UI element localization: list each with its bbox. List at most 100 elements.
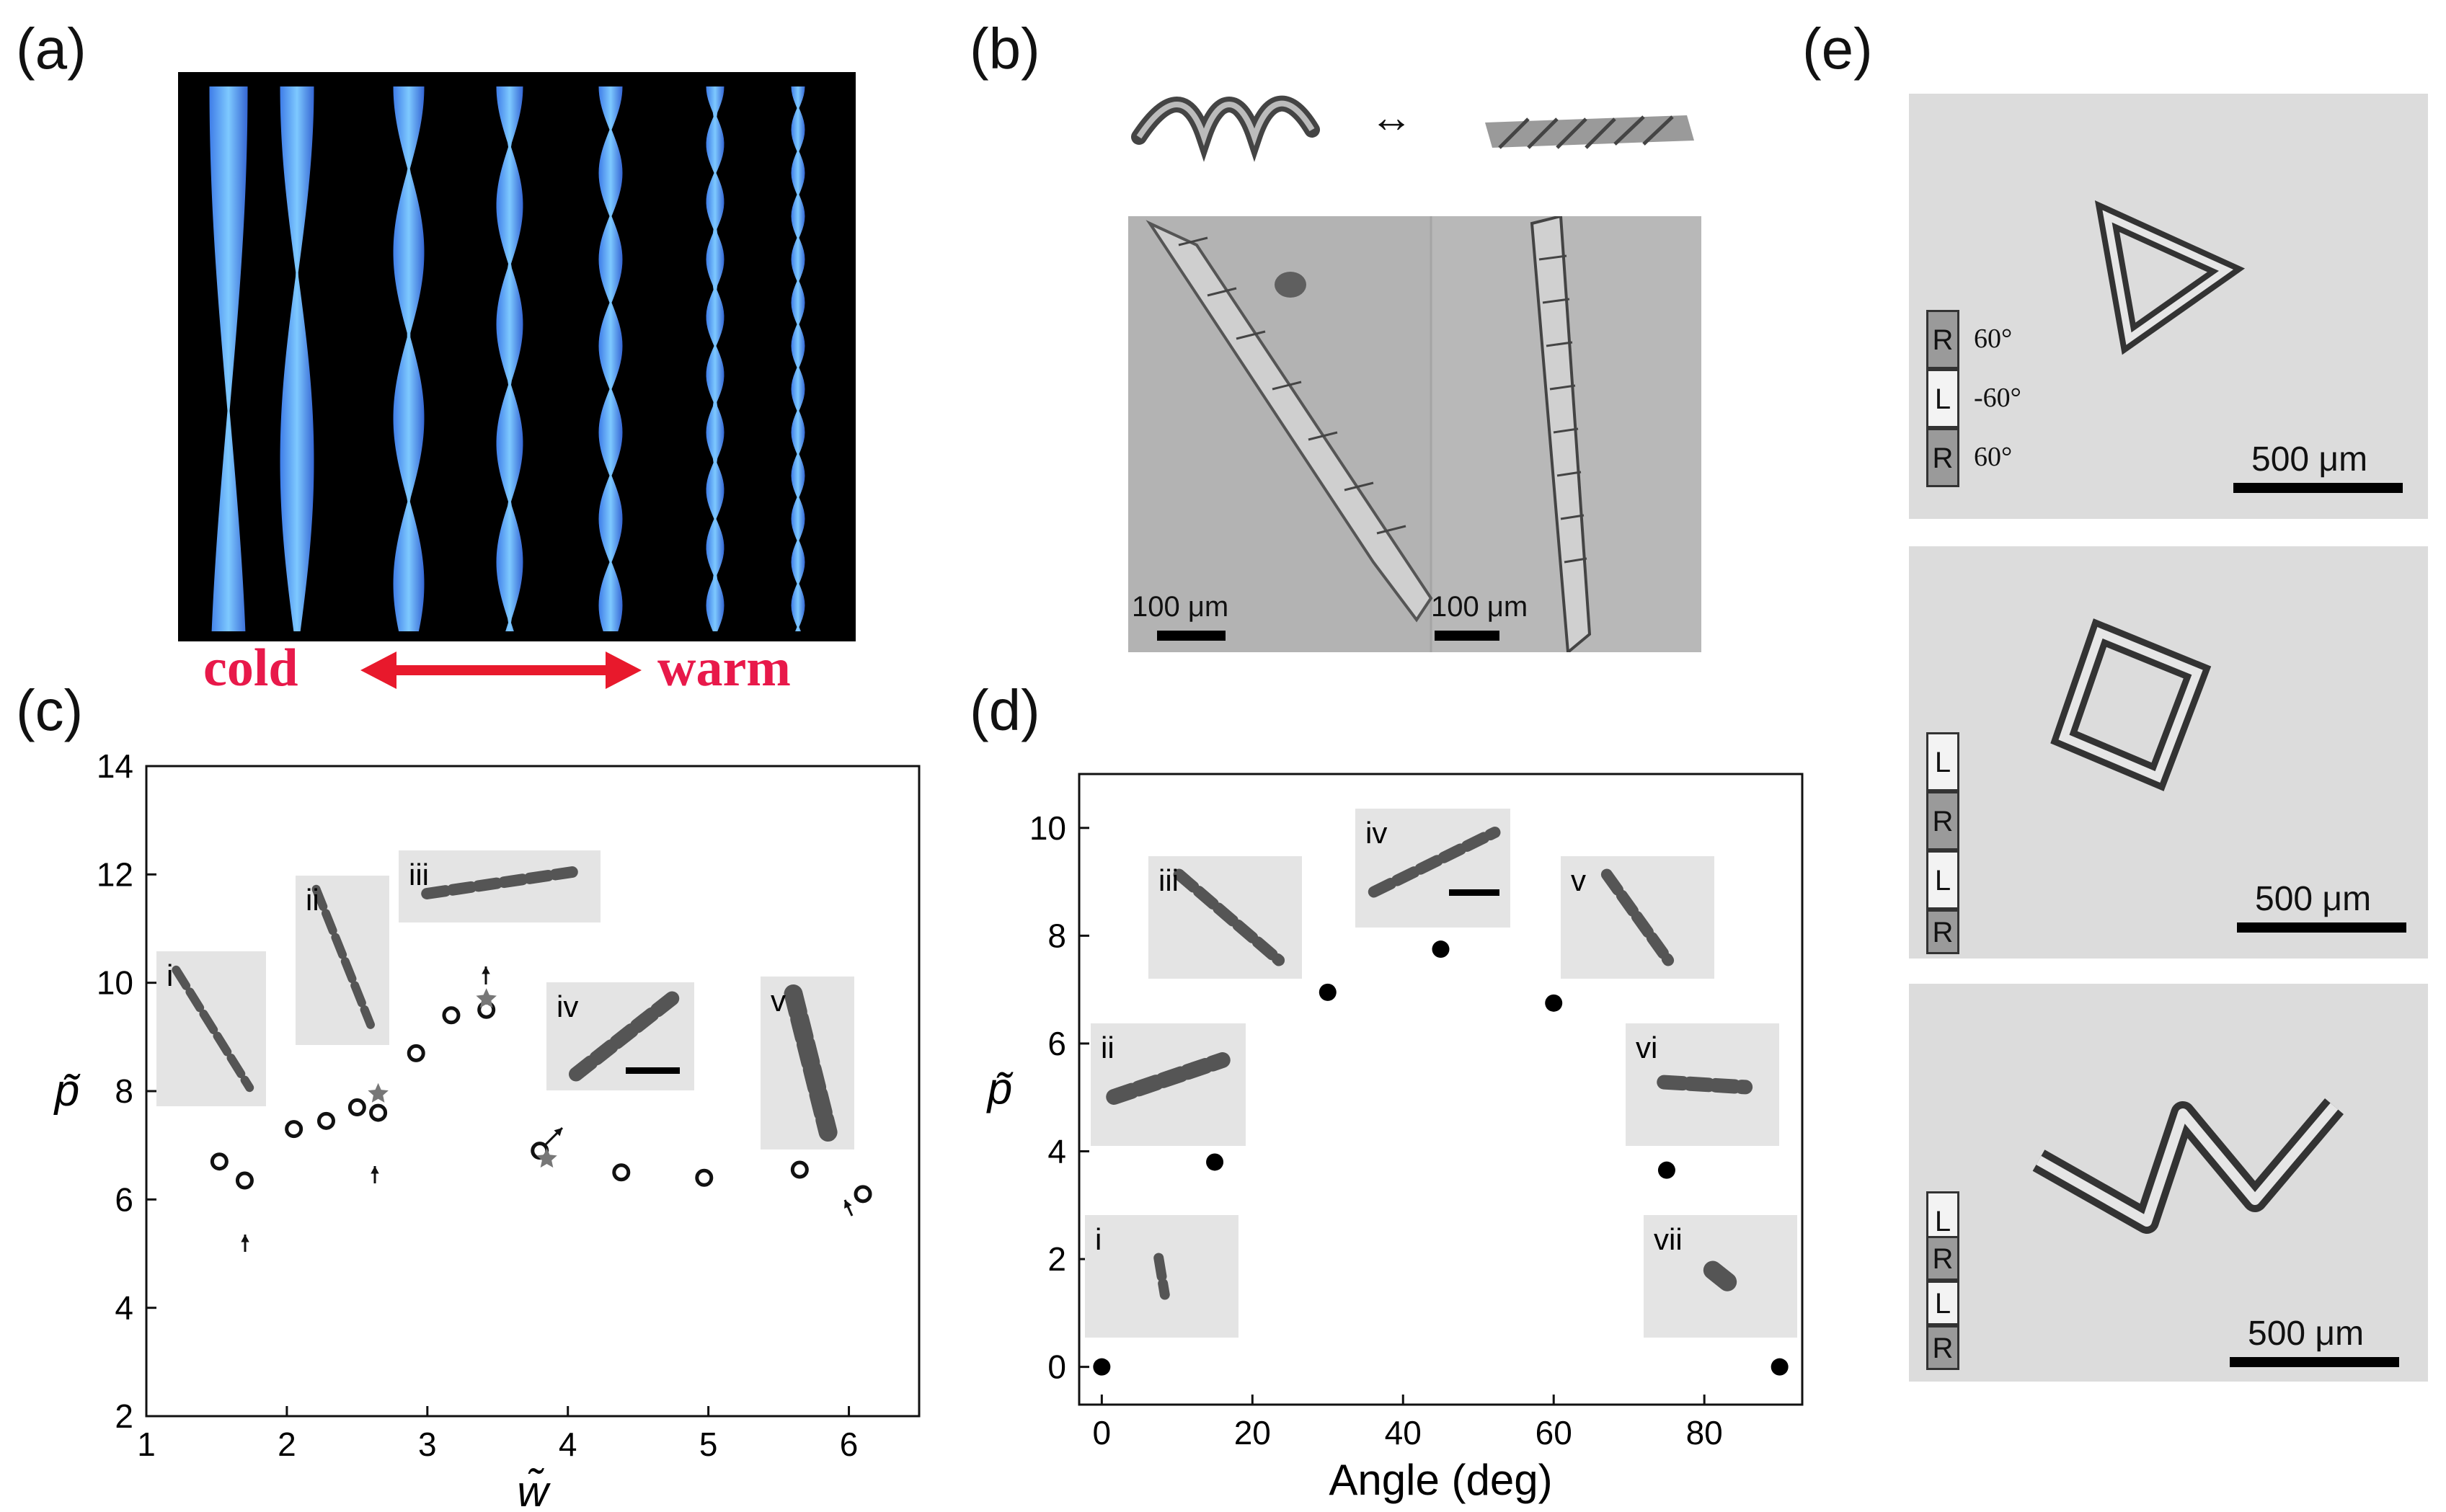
strip-segment-L: L: [1926, 850, 1959, 910]
data-point: [347, 1098, 366, 1117]
data-point: [442, 1006, 461, 1025]
y-axis-label: p̃: [53, 1066, 81, 1116]
y-tick-label: 0: [1047, 1348, 1066, 1386]
inset-label: iv: [557, 990, 578, 1023]
y-axis-label: p̃: [986, 1064, 1014, 1114]
helical-ribbon-icon: [1131, 95, 1320, 162]
arrow-head: [482, 966, 490, 974]
inset-label: v: [771, 984, 786, 1018]
strip-segment-R: R: [1926, 791, 1959, 850]
data-point: [235, 1171, 254, 1190]
inset-i: i: [156, 951, 266, 1106]
data-point: [1771, 1358, 1789, 1376]
y-tick-label: 6: [115, 1180, 133, 1218]
x-axis-label: w̃: [517, 1467, 551, 1512]
strip-segment-R: R: [1926, 428, 1959, 487]
data-point: [1093, 1358, 1111, 1376]
square-shape: [2050, 618, 2212, 791]
scale-label-left: 100 μm: [1132, 591, 1229, 623]
inset-ii: ii: [296, 876, 389, 1045]
data-point-star: [476, 988, 497, 1008]
ribbon-1: [209, 86, 248, 631]
inset-iv: iv: [1355, 809, 1510, 928]
helix-to-flat-schematic: [1131, 95, 1694, 162]
inset-label: iii: [409, 858, 429, 891]
inset-iii: iii: [1148, 856, 1302, 979]
scale-label: 500 μm: [2251, 440, 2368, 479]
data-point: [612, 1163, 631, 1182]
ribbon-photo: [178, 72, 856, 641]
reversible-arrow-icon: ↔: [1370, 93, 1413, 141]
inset-scale-bar: [1449, 889, 1499, 896]
helix-ribbon-icon: [1703, 1260, 1738, 1292]
y-tick-label: 2: [1047, 1240, 1066, 1278]
ribbon-7: [791, 86, 805, 631]
helix-ribbon-icon: [421, 866, 578, 899]
panel-label-a: (a): [16, 17, 87, 81]
flat-ribbon-icon: [1485, 115, 1694, 149]
panel-label-d: (d): [970, 678, 1040, 742]
inset-label: vii: [1654, 1222, 1683, 1256]
data-point: [1432, 940, 1450, 959]
y-tick-label: 14: [97, 747, 133, 785]
strip-segment-L: L: [1926, 732, 1959, 791]
helix-ribbon-icon: [311, 884, 375, 1029]
ribbon-5: [598, 86, 623, 631]
arrow-head: [241, 1235, 249, 1242]
data-point: [695, 1168, 714, 1187]
helix-ribbon-icon: [1657, 1075, 1753, 1095]
scale-bar: [2233, 483, 2403, 493]
inset-label: v: [1571, 863, 1586, 897]
data-point: [369, 1103, 388, 1122]
ribbon-3: [393, 86, 425, 631]
strip-segment-R: R: [1926, 1236, 1959, 1281]
ribbon-6: [706, 86, 725, 631]
inset-i: i: [1085, 1215, 1238, 1338]
helix-ribbon-icon: [1600, 868, 1675, 966]
y-tick-label: 6: [1047, 1025, 1066, 1062]
scale-bar: [2230, 1357, 2399, 1367]
triangle-shape: [2094, 200, 2246, 355]
angle-label: 60°: [1974, 324, 2013, 354]
data-point: [407, 1044, 425, 1062]
panel-label-e: (e): [1802, 17, 1873, 81]
x-tick-label: 60: [1536, 1414, 1572, 1451]
inset-label: vi: [1636, 1031, 1657, 1064]
arrow-head: [554, 1128, 562, 1137]
x-tick-label: 20: [1234, 1414, 1271, 1451]
scale-bar: [2237, 922, 2406, 933]
y-tick-label: 8: [115, 1072, 133, 1110]
y-tick-label: 4: [115, 1289, 133, 1327]
helix-micrograph: 100 μm 100 μm: [1128, 214, 1701, 655]
strip-segment-R: R: [1926, 1325, 1959, 1370]
helix-ribbon-icon: [1368, 827, 1501, 898]
strip-segment-R: R: [1926, 310, 1959, 369]
data-point: [285, 1120, 303, 1139]
strip-segment-L: L: [1926, 1281, 1959, 1325]
data-point: [1545, 994, 1563, 1012]
data-point: [1657, 1161, 1675, 1179]
angle-label: 60°: [1974, 442, 2013, 472]
inset-label: i: [1095, 1222, 1102, 1256]
ribbon-illustration: [209, 86, 805, 631]
helix-ribbon-icon: [1106, 1052, 1231, 1105]
x-tick-label: 80: [1686, 1414, 1723, 1451]
x-tick-label: 5: [699, 1426, 718, 1463]
inset-vi: vi: [1626, 1023, 1779, 1146]
x-tick-label: 1: [137, 1426, 156, 1463]
data-point: [210, 1152, 229, 1171]
x-axis-label: Angle (deg): [1329, 1456, 1552, 1504]
inset-label: iv: [1365, 816, 1387, 850]
y-tick-label: 8: [1047, 917, 1066, 954]
helix-ribbon-icon: [1173, 868, 1285, 966]
y-tick-label: 10: [97, 964, 133, 1002]
helix-ribbon-icon: [172, 965, 254, 1093]
x-tick-label: 6: [840, 1426, 859, 1463]
y-tick-label: 2: [115, 1397, 133, 1435]
helix-ribbon-icon: [784, 984, 838, 1142]
inset-label: i: [167, 959, 173, 992]
y-tick-label: 10: [1029, 809, 1066, 847]
scale-label-right: 100 μm: [1431, 591, 1528, 623]
